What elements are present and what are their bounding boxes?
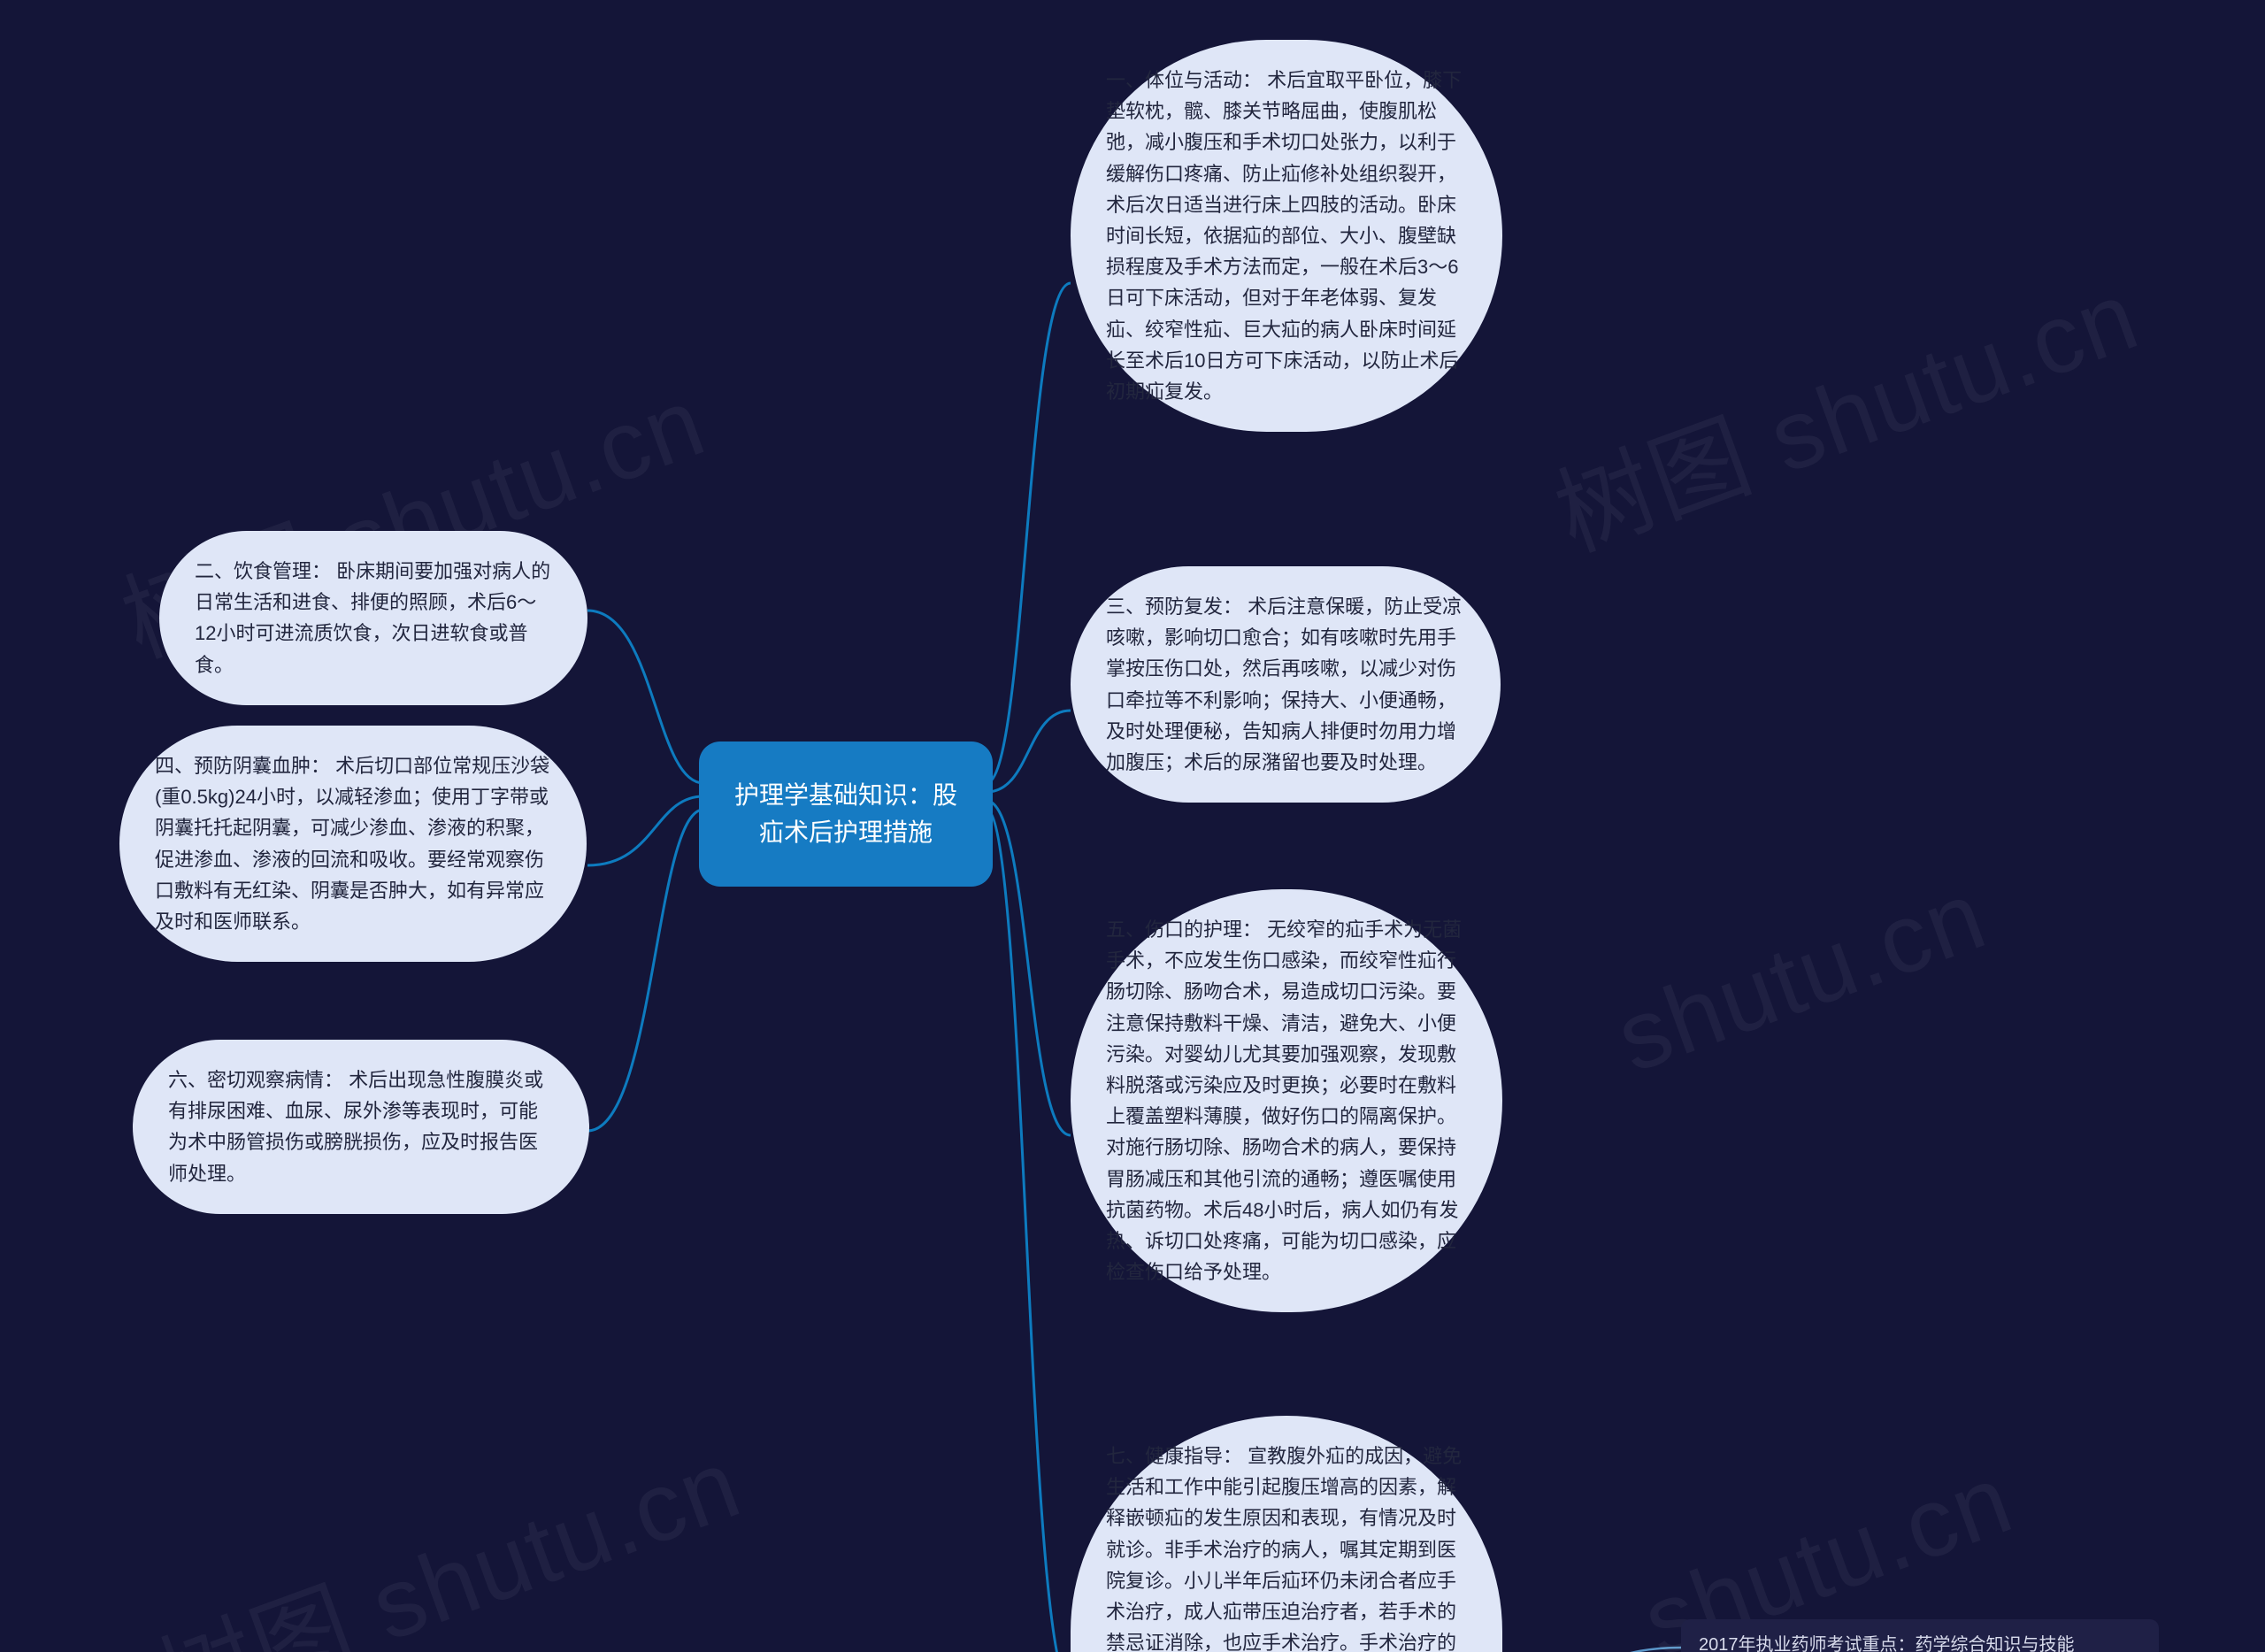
node-observe-condition[interactable]: 六、密切观察病情： 术后出现急性腹膜炎或有排尿困难、血尿、尿外渗等表现时，可能为… (133, 1040, 589, 1214)
mindmap-center[interactable]: 护理学基础知识：股疝术后护理措施 (699, 741, 993, 887)
watermark: shutu.cn (1602, 858, 2000, 1095)
node-prevent-recurrence[interactable]: 三、预防复发： 术后注意保暖，防止受凉咳嗽，影响切口愈合；如有咳嗽时先用手掌按压… (1071, 566, 1501, 803)
node-health-guidance[interactable]: 七、健康指导： 宣教腹外疝的成因，避免生活和工作中能引起腹压增高的因素，解释嵌顿… (1071, 1416, 1502, 1652)
node-prevent-hematoma[interactable]: 四、预防阴囊血肿： 术后切口部位常规压沙袋(重0.5kg)24小时，以减轻渗血；… (119, 726, 587, 962)
watermark: 树图 shutu.cn (1533, 236, 2154, 578)
node-wound-care[interactable]: 五、伤口的护理： 无绞窄的疝手术为无菌手术，不应发生伤口感染，而绞窄性疝行肠切除… (1071, 889, 1502, 1312)
node-diet-management[interactable]: 二、饮食管理： 卧床期间要加强对病人的日常生活和进食、排便的照顾，术后6～12小… (159, 531, 587, 705)
node-position-activity[interactable]: 一、体位与活动： 术后宜取平卧位，膝下垫软枕，髋、膝关节略屈曲，使腹肌松弛，减小… (1071, 40, 1502, 432)
watermark: 树图 shutu.cn (135, 1404, 756, 1652)
subnode-exam-focus[interactable]: 2017年执业药师考试重点：药学综合知识与技能 (1681, 1619, 2159, 1652)
